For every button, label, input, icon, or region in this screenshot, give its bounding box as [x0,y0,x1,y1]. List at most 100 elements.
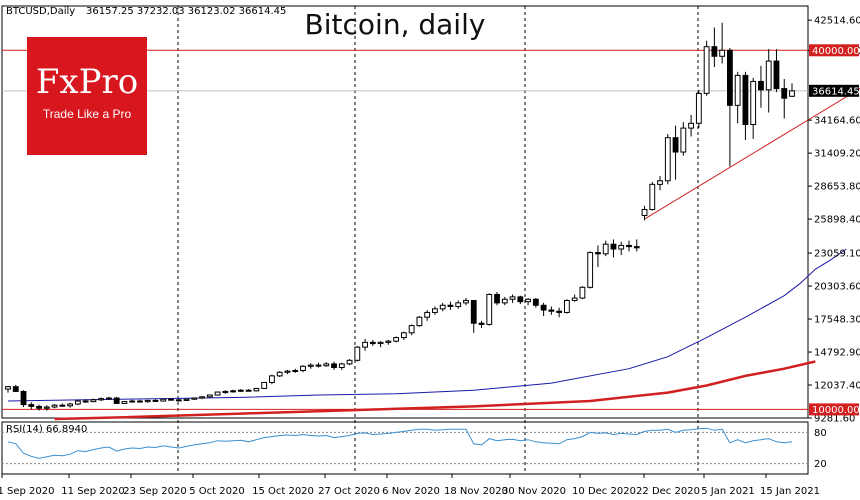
candle-body [300,365,306,371]
candle-body [664,137,671,182]
candle-body [432,308,438,313]
candle-body [641,208,648,216]
candle-body [486,293,493,325]
candle-body [470,299,477,324]
candle-body [711,46,718,57]
y-tick-label: 34164.60 [814,116,860,127]
ohlc-readout: 36157.25 37232.03 36123.02 36614.45 [86,6,286,17]
candle-body [781,88,788,99]
candle-body [245,389,252,392]
candle-body [175,399,182,402]
candle-body [680,127,687,153]
candle-body [789,90,795,97]
x-tick-label: 22 Dec 2020 [636,486,700,497]
candle-body [74,400,81,405]
candle-body [579,286,586,299]
resistance-box [809,44,859,57]
candle-body [191,397,198,400]
candle-body [455,302,462,307]
candle-body [400,332,407,339]
candle-body [633,246,640,249]
candle-body [5,386,11,390]
x-tick-label: 15 Oct 2020 [252,486,314,497]
y-tick-label: 42514.60 [814,16,860,27]
candle-body [517,296,524,303]
candle-body [540,304,547,311]
candle-body [43,406,50,409]
candle-body [509,296,516,300]
candle-body [688,122,694,129]
y-tick-label: 20303.60 [814,282,860,293]
candle-body [168,398,174,401]
candle-body [439,304,446,310]
candle-body [773,60,780,90]
candle-body [307,364,314,367]
y-tick-label: 12037.40 [814,381,860,392]
candle-body [649,183,656,210]
x-tick-label: 5 Oct 2020 [189,486,244,497]
candle-body [269,375,275,383]
candle-body [28,404,35,407]
candle-body [734,74,741,106]
candle-body [571,297,578,301]
candle-body [525,298,531,303]
support-label: 10000.00 [812,405,860,416]
candle-body [152,399,159,402]
candle-body [703,46,710,94]
candle-body [602,243,609,255]
symbol-label: BTCUSD,Daily [6,6,75,17]
price-pane-frame [1,5,809,419]
candle-body [253,387,260,392]
support-box [809,403,859,416]
candle-body [20,390,27,406]
x-tick-label: 27 Oct 2020 [318,486,380,497]
x-tick-label: 5 Jan 2021 [701,486,755,497]
candle-body [657,180,663,185]
y-tick-label: 17548.30 [814,315,860,326]
candle-body [183,398,190,401]
rsi-pane-frame [1,421,809,475]
x-tick-label: 30 Nov 2020 [502,486,566,497]
candle-body [548,309,555,312]
candle-body [160,398,167,402]
candle-body [463,299,469,304]
candle-body [214,391,221,396]
candle-body [67,403,74,407]
candle-body [315,364,322,367]
candle-body [377,341,384,345]
candle-body [284,370,291,373]
y-tick-label: 25898.40 [814,215,860,226]
y-tick-label: 14792.90 [814,348,860,359]
candle-body [765,60,772,91]
candle-body [416,316,423,327]
candle-body [12,386,19,392]
candle-body [393,337,400,342]
candle-body [726,49,733,106]
candle-body [338,363,345,369]
x-tick-label: 15 Jan 2021 [760,486,820,497]
rsi-level-label: 80 [814,428,827,439]
y-tick-label: 28653.80 [814,182,860,193]
x-tick-label: 23 Sep 2020 [123,486,186,497]
candle-body [618,244,625,250]
candle-body [563,299,570,313]
chart-title: Bitcoin, daily [305,8,486,41]
candle-body [59,404,66,407]
candle-body [719,49,726,57]
candle-body [82,400,89,403]
candle-body [206,394,213,398]
candle-body [129,400,136,403]
logo-brand: FxPro [35,62,139,102]
fxpro-logo: FxPro Trade Like a Pro [27,37,147,155]
candle-body [144,399,151,403]
candle-body [447,304,454,307]
candle-body [369,341,376,345]
ma-fast-line [7,248,847,402]
candle-body [626,244,632,248]
candle-body [98,398,105,401]
candle-body [595,252,601,255]
candle-body [90,399,97,403]
candle-body [385,340,392,343]
